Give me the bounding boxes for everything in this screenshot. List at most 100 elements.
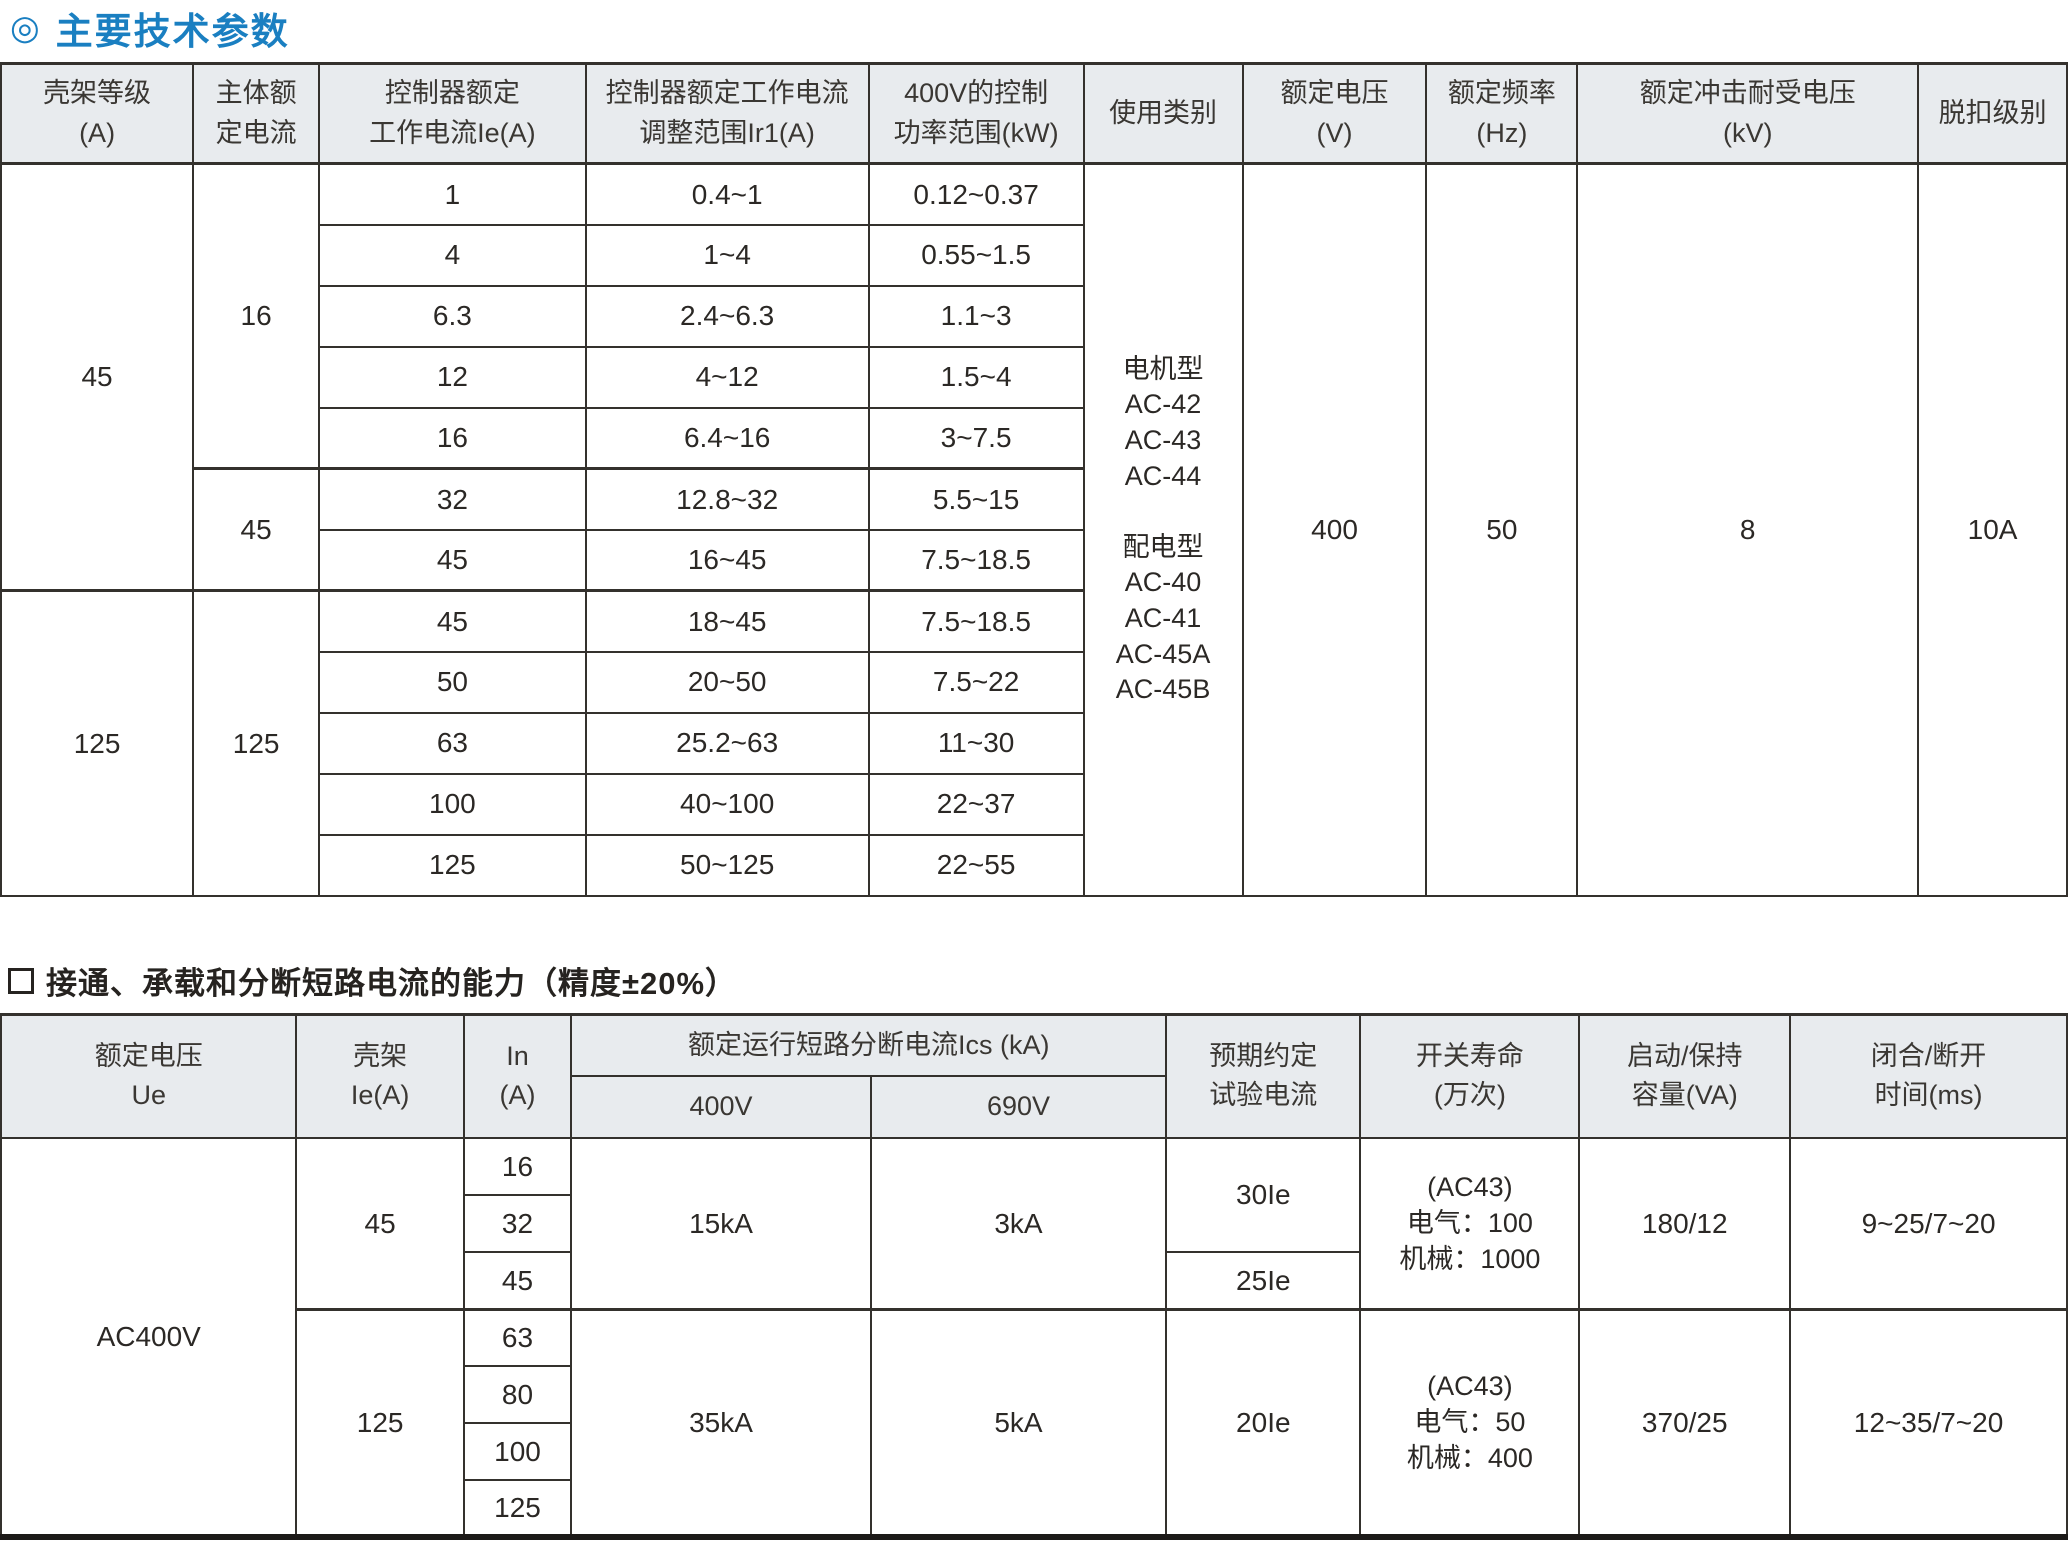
t2-row: 45 25Ie <box>1 1251 2067 1310</box>
main-parameters-table: 壳架等级 (A) 主体额 定电流 控制器额定 工作电流Ie(A) 控制器额定工作… <box>0 62 2068 897</box>
switch-life-cell: (AC43) 电气：100 机械：1000 <box>1359 1137 1581 1310</box>
section2-title: 接通、承载和分断短路电流的能力（精度±20%） <box>8 961 2068 1001</box>
ir1-range: 40~100 <box>584 772 870 836</box>
rated-voltage-cell: 400 <box>1241 162 1428 897</box>
t1-row: 16 6.4~16 3~7.5 <box>1 406 2067 470</box>
col-body-rated-current: 主体额 定电流 <box>192 62 321 165</box>
col-impulse-voltage: 额定冲击耐受电压 (kV) <box>1576 62 1920 165</box>
ir1-range: 18~45 <box>584 589 870 653</box>
power-range: 22~37 <box>867 772 1085 836</box>
power-range: 3~7.5 <box>867 406 1085 470</box>
ir1-range: 4~12 <box>584 345 870 409</box>
ie-value: 45 <box>318 528 587 592</box>
t1-row: 45 16 1 0.4~1 0.12~0.37 电机型 AC-42 AC-43 … <box>0 162 2068 897</box>
t2-row: 32 <box>1 1194 2067 1253</box>
usage-category-cell: 电机型 AC-42 AC-43 AC-44 配电型 AC-40 AC-41 AC… <box>1082 162 1244 897</box>
in-value: 100 <box>462 1422 573 1481</box>
t1-row: 125 125 45 18~45 7.5~18.5 <box>0 589 2067 897</box>
ie-value: 12 <box>318 345 587 409</box>
ie-value: 63 <box>318 711 587 775</box>
ics400-35ka: 35kA <box>570 1307 872 1538</box>
test-current-20ie: 20Ie <box>1165 1307 1362 1538</box>
ir1-range: 0.4~1 <box>584 162 870 226</box>
start-hold-cell: 180/12 <box>1578 1137 1792 1310</box>
ir1-range: 6.4~16 <box>584 406 870 470</box>
in-value: 80 <box>462 1365 573 1424</box>
t1-row: 45 32 12.8~32 5.5~15 <box>1 467 2067 592</box>
col-adjust-range: 控制器额定工作电流 调整范围Ir1(A) <box>584 62 870 165</box>
ie-value: 6.3 <box>318 284 587 348</box>
test-current-30ie: 30Ie <box>1165 1137 1362 1253</box>
t2-row: AC400V 45 16 15kA 3kA 30Ie (AC43) 电气：100… <box>0 1137 2068 1538</box>
body-current-16: 16 <box>192 162 321 470</box>
ie-value: 4 <box>318 223 587 287</box>
t1-row: 6.3 2.4~6.3 1.1~3 <box>1 284 2067 348</box>
ie-value: 32 <box>318 467 587 531</box>
col-ics-400v: 400V <box>570 1075 872 1139</box>
t1-row: 63 25.2~63 11~30 <box>1 711 2067 775</box>
frame-45: 45 <box>295 1137 465 1310</box>
col-frame-rating: 壳架等级 (A) <box>0 62 195 165</box>
t1-row: 12 4~12 1.5~4 <box>1 345 2067 409</box>
power-range: 1.5~4 <box>867 345 1085 409</box>
t2-header-row-1: 额定电压 Ue 壳架 Ie(A) In (A) 额定运行短路分断电流Ics (k… <box>0 1013 2068 1139</box>
double-circle-icon: ◎ <box>10 9 42 47</box>
col-in: In (A) <box>462 1013 573 1139</box>
ir1-range: 1~4 <box>584 223 870 287</box>
col-controller-rated-current: 控制器额定 工作电流Ie(A) <box>318 62 587 165</box>
t1-row: 45 16~45 7.5~18.5 <box>1 528 2067 592</box>
ir1-range: 16~45 <box>584 528 870 592</box>
col-frame-ie: 壳架 Ie(A) <box>295 1013 465 1139</box>
frame-rating-45: 45 <box>0 162 195 592</box>
test-current-25ie: 25Ie <box>1165 1251 1362 1310</box>
power-range: 7.5~22 <box>867 650 1085 714</box>
in-value: 16 <box>462 1137 573 1196</box>
in-value: 63 <box>462 1307 573 1367</box>
ir1-range: 20~50 <box>584 650 870 714</box>
breaking-capacity-table: 额定电压 Ue 壳架 Ie(A) In (A) 额定运行短路分断电流Ics (k… <box>0 1012 2068 1540</box>
t2-row: 125 <box>1 1479 2067 1538</box>
power-range: 1.1~3 <box>867 284 1085 348</box>
col-ics-690v: 690V <box>869 1075 1168 1139</box>
t2-header-row-2: 400V 690V <box>1 1075 2067 1139</box>
in-value: 45 <box>462 1251 573 1310</box>
ir1-range: 50~125 <box>584 833 870 897</box>
body-current-125: 125 <box>192 589 321 897</box>
power-range: 5.5~15 <box>867 467 1085 531</box>
ics400-15ka: 15kA <box>570 1137 872 1310</box>
t1-row: 50 20~50 7.5~22 <box>1 650 2067 714</box>
power-range: 7.5~18.5 <box>867 528 1085 592</box>
ie-value: 125 <box>318 833 587 897</box>
start-hold-cell: 370/25 <box>1578 1307 1792 1538</box>
power-range: 0.12~0.37 <box>867 162 1085 226</box>
ir1-range: 25.2~63 <box>584 711 870 775</box>
trip-class-cell: 10A <box>1917 162 2068 897</box>
col-test-current: 预期约定 试验电流 <box>1165 1013 1362 1139</box>
in-value: 125 <box>462 1479 573 1538</box>
impulse-voltage-cell: 8 <box>1576 162 1920 897</box>
t2-row: 125 63 35kA 5kA 20Ie (AC43) 电气：50 机械：400… <box>1 1307 2068 1538</box>
ics690-3ka: 3kA <box>869 1137 1168 1310</box>
t1-row: 4 1~4 0.55~1.5 <box>1 223 2067 287</box>
ir1-range: 12.8~32 <box>584 467 870 531</box>
frame-rating-125: 125 <box>0 589 195 897</box>
power-range: 0.55~1.5 <box>867 223 1085 287</box>
section2-title-text: 接通、承载和分断短路电流的能力（精度±20%） <box>46 966 738 1001</box>
section1-title-text: 主要技术参数 <box>55 11 290 52</box>
square-bullet-icon <box>8 967 34 994</box>
ie-value: 45 <box>318 589 587 653</box>
body-current-45: 45 <box>192 467 321 592</box>
close-open-cell: 9~25/7~20 <box>1789 1137 2068 1310</box>
col-usage-category: 使用类别 <box>1082 62 1244 165</box>
rated-frequency-cell: 50 <box>1425 162 1579 897</box>
col-switch-life: 开关寿命 (万次) <box>1359 1013 1581 1139</box>
in-value: 32 <box>462 1194 573 1253</box>
ie-value: 50 <box>318 650 587 714</box>
col-ue: 额定电压 Ue <box>0 1013 298 1139</box>
t1-row: 125 50~125 22~55 <box>1 833 2067 897</box>
section1-title: ◎ 主要技术参数 <box>10 6 2068 52</box>
frame-125: 125 <box>295 1307 465 1538</box>
ie-value: 16 <box>318 406 587 470</box>
col-rated-frequency: 额定频率 (Hz) <box>1425 62 1579 165</box>
